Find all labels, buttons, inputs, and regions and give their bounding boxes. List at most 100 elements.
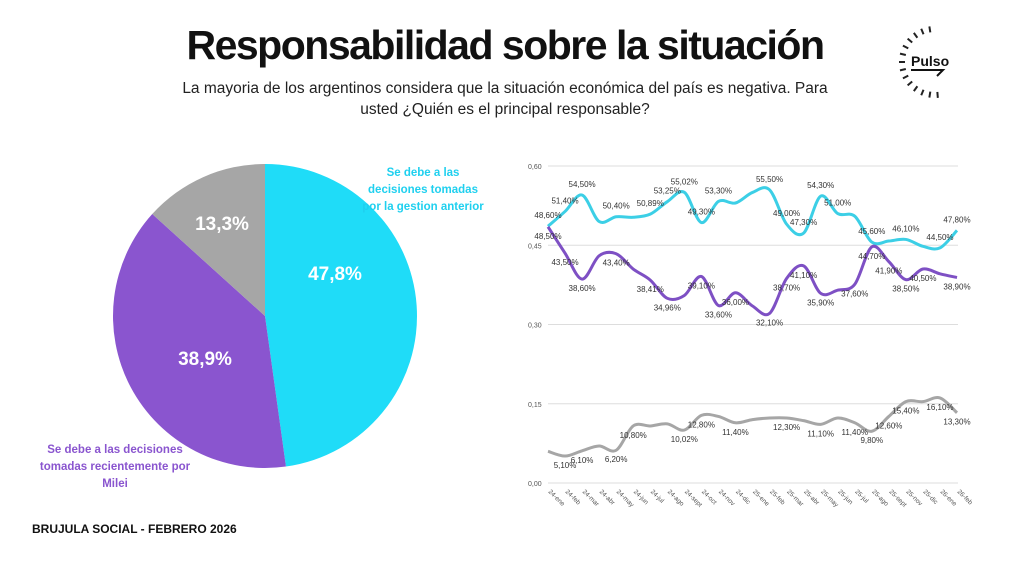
data-label: 38,60% bbox=[569, 284, 596, 293]
x-tick-label: 25-abr bbox=[802, 488, 821, 507]
data-label: 6,10% bbox=[571, 456, 594, 465]
data-label: 50,40% bbox=[603, 202, 630, 211]
x-tick-label: 25-sept bbox=[887, 488, 907, 508]
logo-ray bbox=[906, 80, 913, 87]
logo-ray bbox=[899, 68, 907, 72]
page-title: Responsabilidad sobre la situación bbox=[186, 22, 825, 68]
y-tick-label: 0,60 bbox=[528, 164, 542, 171]
x-tick-label: 25-feb bbox=[768, 488, 786, 506]
data-label: 12,30% bbox=[773, 423, 800, 432]
pie-slice-label: 38,9% bbox=[178, 349, 232, 370]
pie-slice-label: 13,3% bbox=[195, 214, 249, 235]
legend-label-milei: Se debe a las decisiones tomadas recient… bbox=[39, 444, 191, 490]
data-label: 47,80% bbox=[943, 215, 970, 224]
data-label: 55,02% bbox=[671, 177, 698, 186]
x-tick-label: 26-ene bbox=[939, 488, 959, 508]
data-label: 51,40% bbox=[551, 196, 578, 205]
data-label: 15,40% bbox=[892, 407, 919, 416]
x-tick-label: 25-jul bbox=[853, 488, 870, 505]
x-tick-label: 24-jul bbox=[649, 488, 666, 505]
footer-source: BRUJULA SOCIAL - FEBRERO 2026 bbox=[32, 522, 237, 536]
logo-ray bbox=[920, 89, 925, 96]
data-label: 12,60% bbox=[875, 421, 902, 430]
logo-brand: Pulso bbox=[911, 53, 949, 69]
data-label: 48,50% bbox=[534, 232, 561, 241]
data-label: 43,40% bbox=[603, 259, 630, 268]
data-label: 36,00% bbox=[722, 298, 749, 307]
logo-ray bbox=[928, 91, 932, 98]
x-tick-label: 24-sept bbox=[683, 488, 703, 508]
data-label: 11,10% bbox=[807, 429, 834, 438]
x-tick-label: 24-ene bbox=[547, 488, 567, 508]
series-line bbox=[546, 225, 958, 317]
y-tick-label: 0,15 bbox=[528, 402, 542, 409]
data-label: 6,20% bbox=[605, 455, 628, 464]
data-label: 38,70% bbox=[773, 284, 800, 293]
data-label: 10,80% bbox=[620, 431, 647, 440]
pie-slice bbox=[152, 164, 265, 316]
x-tick-label: 25-jun bbox=[836, 488, 854, 506]
x-tick-label: 26-feb bbox=[956, 488, 974, 506]
data-label: 32,10% bbox=[756, 318, 783, 327]
data-label: 11,40% bbox=[841, 428, 868, 437]
data-label: 48,60% bbox=[534, 211, 561, 220]
data-label: 50,89% bbox=[637, 199, 664, 208]
data-label: 54,30% bbox=[807, 181, 834, 190]
data-label: 33,60% bbox=[705, 310, 732, 319]
page-subtitle: La mayoria de los argentinos considera q… bbox=[182, 80, 828, 118]
logo-ray bbox=[902, 44, 909, 50]
data-label: 39,10% bbox=[688, 281, 715, 290]
x-tick-label: 25-mar bbox=[785, 488, 805, 508]
x-tick-label: 25-nov bbox=[904, 488, 924, 508]
series-line bbox=[547, 186, 959, 251]
pie-slice bbox=[265, 164, 418, 467]
data-label: 44,70% bbox=[858, 252, 885, 261]
x-tick-label: 24-feb bbox=[564, 488, 582, 506]
x-tick-label: 24-jun bbox=[632, 488, 650, 506]
data-label: 55,50% bbox=[756, 175, 783, 184]
y-tick-label: 0,00 bbox=[528, 481, 542, 488]
data-label: 38,50% bbox=[892, 285, 919, 294]
logo-ray bbox=[920, 28, 925, 35]
data-label: 40,50% bbox=[909, 274, 936, 283]
data-label: 9,80% bbox=[860, 436, 883, 445]
data-label: 5,10% bbox=[554, 461, 577, 470]
data-label: 53,25% bbox=[654, 187, 681, 196]
data-label: 49,30% bbox=[688, 208, 715, 217]
logo-ray bbox=[928, 26, 932, 33]
logo-ray bbox=[913, 85, 919, 92]
logo-ray bbox=[899, 52, 907, 56]
data-label: 11,40% bbox=[722, 428, 749, 437]
legend-label-gestion-anterior: Se debe a las decisiones tomadas por la … bbox=[362, 167, 484, 213]
data-label: 44,50% bbox=[926, 233, 953, 242]
x-tick-label: 24-ago bbox=[666, 488, 686, 508]
data-label: 38,41% bbox=[637, 285, 664, 294]
x-tick-label: 24-dic bbox=[734, 488, 752, 506]
data-label: 13,30% bbox=[943, 418, 970, 427]
pie-slice bbox=[112, 214, 286, 468]
x-tick-label: 24-oct bbox=[700, 488, 718, 506]
x-tick-label: 25-may bbox=[819, 488, 840, 509]
data-label: 47,30% bbox=[790, 218, 817, 227]
pie-slice-label: 47,8% bbox=[308, 264, 362, 285]
y-tick-label: 0,30 bbox=[528, 323, 542, 330]
data-label: 34,96% bbox=[654, 303, 681, 312]
x-tick-label: 25-dic bbox=[922, 488, 940, 506]
data-label: 53,30% bbox=[705, 186, 732, 195]
data-label: 43,50% bbox=[551, 258, 578, 267]
data-label: 10,02% bbox=[671, 435, 698, 444]
series-line bbox=[547, 396, 959, 458]
x-tick-label: 24-nov bbox=[717, 488, 737, 508]
logo-ray bbox=[913, 32, 919, 39]
data-label: 12,80% bbox=[688, 420, 715, 429]
data-label: 51,00% bbox=[824, 199, 851, 208]
pie-chart: 47,8% 38,9% 13,3% bbox=[112, 164, 418, 468]
x-tick-label: 24-may bbox=[615, 488, 636, 509]
data-label: 46,10% bbox=[892, 224, 919, 233]
x-tick-label: 24-mar bbox=[581, 488, 601, 508]
data-label: 41,90% bbox=[875, 267, 902, 276]
x-tick-label: 25-ago bbox=[870, 488, 890, 508]
x-tick-label: 24-abr bbox=[598, 488, 617, 507]
pulso-brujula-logo: Pulso bbox=[899, 26, 949, 98]
